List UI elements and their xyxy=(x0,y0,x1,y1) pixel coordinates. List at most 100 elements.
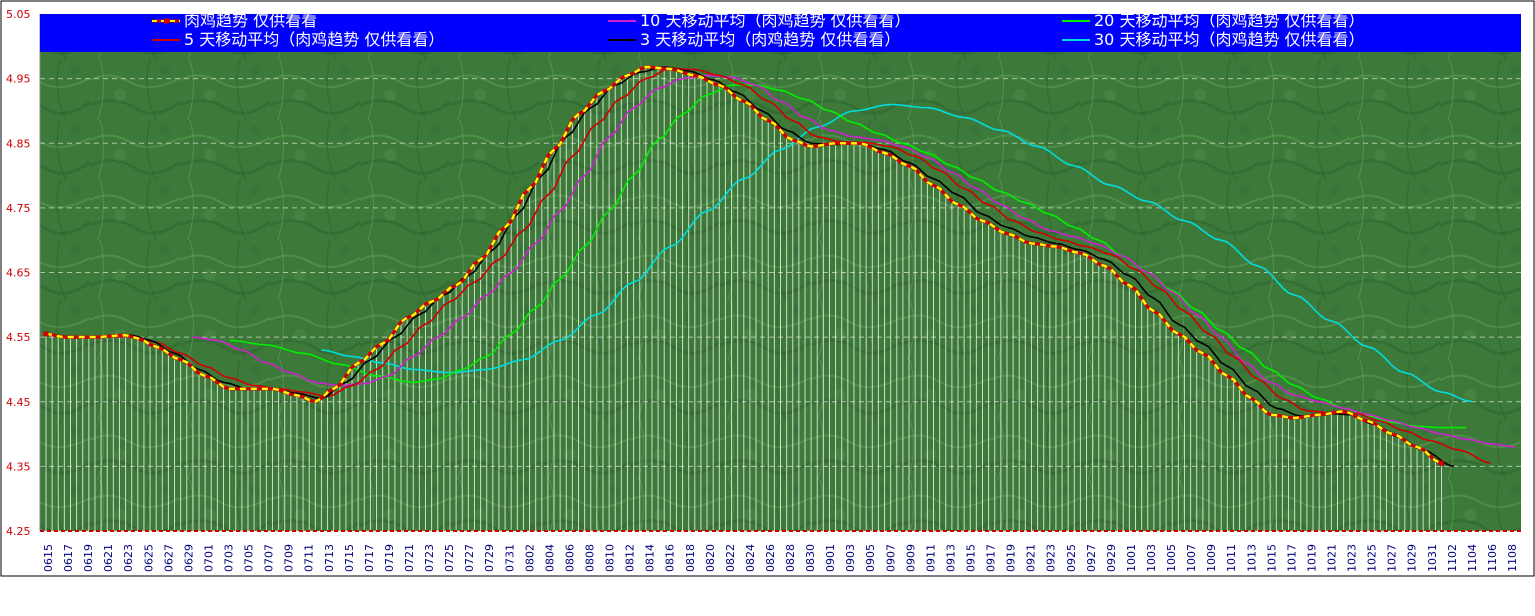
x-tick-label: 0707 xyxy=(263,544,276,572)
x-tick-label: 1027 xyxy=(1386,544,1399,572)
series-start-marker xyxy=(43,331,49,337)
x-tick-label: 0808 xyxy=(584,544,597,572)
x-tick-label: 1031 xyxy=(1426,544,1439,572)
legend-box xyxy=(40,14,1521,52)
x-tick-label: 0723 xyxy=(423,544,436,572)
x-tick-label: 0925 xyxy=(1065,544,1078,572)
x-tick-label: 1023 xyxy=(1346,544,1359,572)
legend-label-0: 肉鸡趋势 仅供看看 xyxy=(184,11,317,30)
x-tick-label: 1005 xyxy=(1165,544,1178,572)
legend-label-2: 5 天移动平均（肉鸡趋势 仅供看看） xyxy=(184,30,444,49)
x-tick-label: 0816 xyxy=(664,544,677,572)
legend-swatch-marker xyxy=(164,18,169,24)
x-tick-label: 0725 xyxy=(443,544,456,572)
x-tick-label: 0715 xyxy=(343,544,356,572)
legend-label-5: 30 天移动平均（肉鸡趋势 仅供看看） xyxy=(1094,30,1365,49)
x-tick-label: 0717 xyxy=(363,544,376,572)
y-tick-label: 4.85 xyxy=(6,137,31,150)
x-tick-label: 0709 xyxy=(283,544,296,572)
x-tick-label: 0729 xyxy=(483,544,496,572)
series-end-marker xyxy=(1439,460,1445,466)
y-tick-label: 4.25 xyxy=(6,525,31,538)
x-tick-label: 0905 xyxy=(864,544,877,572)
x-tick-label: 0929 xyxy=(1105,544,1118,572)
x-tick-label: 0824 xyxy=(744,544,757,572)
x-tick-label: 0901 xyxy=(824,544,837,572)
x-tick-label: 0806 xyxy=(563,544,576,572)
x-tick-label: 1019 xyxy=(1306,544,1319,572)
x-tick-label: 0907 xyxy=(884,544,897,572)
x-tick-label: 0623 xyxy=(122,544,135,572)
x-tick-label: 1104 xyxy=(1466,544,1479,572)
x-tick-label: 0627 xyxy=(162,544,175,572)
x-tick-label: 0625 xyxy=(142,544,155,572)
x-tick-label: 1106 xyxy=(1486,544,1499,572)
x-tick-label: 0818 xyxy=(684,544,697,572)
x-tick-label: 0913 xyxy=(945,544,958,572)
x-tick-label: 0731 xyxy=(503,544,516,572)
x-tick-label: 0903 xyxy=(844,544,857,572)
x-tick-label: 1001 xyxy=(1125,544,1138,572)
x-tick-label: 0719 xyxy=(383,544,396,572)
legend-label-3: 10 天移动平均（肉鸡趋势 仅供看看） xyxy=(640,11,911,30)
x-tick-label: 0727 xyxy=(463,544,476,572)
x-tick-label: 0822 xyxy=(724,544,737,572)
legend-label-4: 20 天移动平均（肉鸡趋势 仅供看看） xyxy=(1094,11,1365,30)
x-tick-label: 0804 xyxy=(543,544,556,572)
x-tick-label: 0615 xyxy=(42,544,55,572)
x-tick-label: 1021 xyxy=(1326,544,1339,572)
x-tick-label: 0927 xyxy=(1085,544,1098,572)
x-tick-label: 0629 xyxy=(182,544,195,572)
x-tick-label: 1007 xyxy=(1185,544,1198,572)
x-tick-label: 0911 xyxy=(924,544,937,572)
x-tick-label: 0701 xyxy=(202,544,215,572)
x-tick-label: 0617 xyxy=(62,544,75,572)
x-tick-label: 1013 xyxy=(1245,544,1258,572)
x-tick-label: 0810 xyxy=(604,544,617,572)
y-tick-label: 4.75 xyxy=(6,202,31,215)
x-tick-label: 0705 xyxy=(243,544,256,572)
y-tick-label: 4.35 xyxy=(6,460,31,473)
x-tick-label: 1009 xyxy=(1205,544,1218,572)
x-tick-label: 1108 xyxy=(1506,544,1519,572)
legend-label-1: 3 天移动平均（肉鸡趋势 仅供看看） xyxy=(640,30,900,49)
series-line-5 xyxy=(321,103,1473,403)
x-tick-label: 0826 xyxy=(764,544,777,572)
x-tick-label: 0830 xyxy=(804,544,817,572)
x-tick-label: 0703 xyxy=(223,544,236,572)
series-line-0 xyxy=(45,65,1442,465)
x-tick-label: 1003 xyxy=(1145,544,1158,572)
x-tick-label: 0713 xyxy=(323,544,336,572)
x-tick-label: 1025 xyxy=(1366,544,1379,572)
x-tick-label: 1029 xyxy=(1406,544,1419,572)
x-tick-label: 0923 xyxy=(1045,544,1058,572)
x-tick-label: 1017 xyxy=(1285,544,1298,572)
x-tick-label: 0909 xyxy=(904,544,917,572)
y-tick-label: 4.65 xyxy=(6,267,31,280)
x-tick-label: 0619 xyxy=(82,544,95,572)
series-line-3 xyxy=(192,74,1516,448)
x-tick-label: 0812 xyxy=(624,544,637,572)
x-tick-label: 1011 xyxy=(1225,544,1238,572)
x-tick-label: 0820 xyxy=(704,544,717,572)
y-tick-label: 5.05 xyxy=(6,8,31,21)
x-tick-label: 0915 xyxy=(965,544,978,572)
drop-lines xyxy=(45,66,1443,531)
x-tick-label: 1102 xyxy=(1446,544,1459,572)
x-tick-label: 0621 xyxy=(102,544,115,572)
series-line-2 xyxy=(58,67,1491,464)
x-tick-label: 0711 xyxy=(303,544,316,572)
y-tick-label: 4.55 xyxy=(6,331,31,344)
y-tick-label: 4.45 xyxy=(6,396,31,409)
x-tick-label: 0921 xyxy=(1025,544,1038,572)
x-tick-label: 0828 xyxy=(784,544,797,572)
x-tick-label: 0917 xyxy=(985,544,998,572)
x-tick-label: 1015 xyxy=(1265,544,1278,572)
x-axis-tick-labels: 0615 0617 0619 0621 0623 0625 0627 0629 0701 0703… xyxy=(42,544,1519,572)
y-tick-label: 4.95 xyxy=(6,73,31,86)
x-tick-label: 0721 xyxy=(403,544,416,572)
axes xyxy=(39,14,1521,532)
x-tick-label: 0919 xyxy=(1005,544,1018,572)
